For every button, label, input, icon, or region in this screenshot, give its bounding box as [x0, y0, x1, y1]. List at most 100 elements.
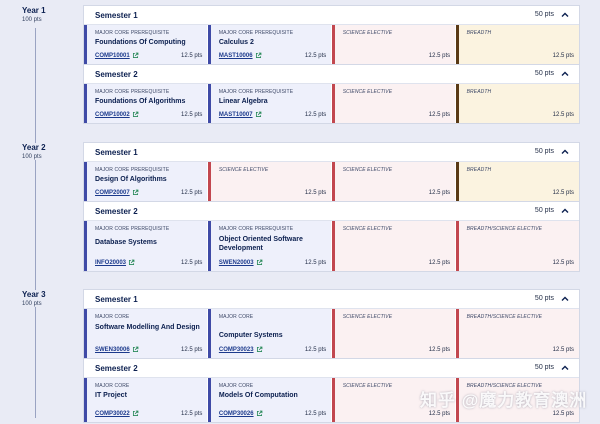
external-link-icon[interactable]: [132, 111, 139, 118]
subject-category: BREADTH: [466, 89, 492, 95]
subject-name: Models Of Computation: [218, 392, 298, 399]
subject-row: MAJOR CORE PREREQUISITE Foundations Of Co…: [84, 25, 579, 64]
subject-name: IT Project: [95, 392, 127, 399]
chevron-up-icon[interactable]: [560, 206, 570, 216]
subject-code[interactable]: COMP30022: [95, 411, 130, 417]
chevron-up-icon[interactable]: [560, 363, 570, 373]
external-link-icon[interactable]: [255, 52, 262, 59]
subject-points: 12.5 pts: [181, 411, 203, 417]
year-title: Year 3: [22, 290, 46, 299]
subject-code-link[interactable]: COMP10002: [95, 111, 139, 118]
subject-code[interactable]: COMP20007: [95, 190, 130, 196]
subject-card[interactable]: MAJOR CORE IT Project COMP30022 12.5 pts: [84, 378, 208, 422]
subject-card[interactable]: MAJOR CORE Computer Systems COMP30023 12.5 …: [207, 309, 332, 358]
subject-code-link[interactable]: INFO20003: [95, 259, 135, 266]
subject-points: 12.5 pts: [428, 112, 451, 118]
subject-name: Foundations Of Algorithms: [95, 98, 186, 105]
external-link-icon[interactable]: [255, 111, 262, 118]
subject-code-link[interactable]: SWEN30006: [95, 346, 139, 353]
subject-code[interactable]: MAST10007: [218, 112, 253, 118]
year-points: 100 pts: [22, 301, 42, 307]
subject-code-link[interactable]: COMP30023: [219, 346, 263, 353]
subject-code[interactable]: MAST10006: [218, 53, 253, 59]
semester-points: 50 pts: [534, 70, 554, 77]
subject-card[interactable]: MAJOR CORE PREREQUISITE Foundations Of Al…: [84, 84, 208, 123]
subject-card[interactable]: MAJOR CORE PREREQUISITE Design Of Algorit…: [84, 162, 208, 201]
external-link-icon[interactable]: [132, 52, 139, 59]
chevron-up-icon[interactable]: [560, 69, 570, 79]
year-label: Year 2 100 pts: [22, 143, 46, 160]
subject-category: MAJOR CORE PREREQUISITE: [95, 167, 170, 173]
subject-code-link[interactable]: COMP30026: [219, 410, 263, 417]
subject-code[interactable]: COMP10002: [95, 112, 130, 118]
semester-panel: Semester 1 50 pts MAJOR CORE PREREQUISITE D…: [83, 142, 580, 202]
subject-card[interactable]: MAJOR CORE PREREQUISITE Object Oriented S…: [207, 221, 332, 271]
semester-title: Semester 1: [95, 148, 138, 157]
subject-category: MAJOR CORE: [95, 314, 130, 320]
subject-card[interactable]: MAJOR CORE PREREQUISITE Linear Algebra MAS…: [207, 84, 332, 123]
elective-slot: SCIENCE ELECTIVE 12.5 pts: [207, 162, 332, 201]
subject-name: Object Oriented Software Development: [218, 236, 303, 252]
subject-card[interactable]: MAJOR CORE PREREQUISITE Foundations Of Co…: [84, 25, 208, 64]
subject-name: Design Of Algorithms: [95, 176, 167, 183]
subject-code-link[interactable]: COMP30022: [95, 410, 139, 417]
subject-code-link[interactable]: MAST10006: [219, 52, 262, 59]
subject-code[interactable]: SWEN20003: [218, 260, 254, 266]
semester-header[interactable]: Semester 1 50 pts: [84, 6, 579, 25]
subject-card[interactable]: MAJOR CORE PREREQUISITE Calculus 2 MAST100…: [207, 25, 332, 64]
subject-points: 12.5 pts: [428, 260, 451, 266]
subject-category: MAJOR CORE PREREQUISITE: [95, 30, 170, 36]
subject-code[interactable]: COMP30026: [218, 411, 254, 417]
semester-header[interactable]: Semester 2 50 pts: [84, 202, 579, 221]
elective-slot: SCIENCE ELECTIVE 12.5 pts: [331, 221, 456, 271]
subject-name: Linear Algebra: [218, 98, 268, 105]
elective-slot: BREADTH 12.5 pts: [455, 84, 579, 123]
subject-code-link[interactable]: SWEN20003: [219, 259, 263, 266]
subject-card[interactable]: MAJOR CORE PREREQUISITE Database Systems I…: [84, 221, 208, 271]
external-link-icon[interactable]: [132, 346, 139, 353]
semester-header[interactable]: Semester 2 50 pts: [84, 65, 579, 84]
subject-code[interactable]: INFO20003: [95, 260, 127, 266]
semester-points: 50 pts: [534, 295, 554, 302]
subject-points: 12.5 pts: [428, 411, 451, 417]
subject-category: SCIENCE ELECTIVE: [342, 383, 393, 389]
subject-category: MAJOR CORE PREREQUISITE: [95, 226, 170, 232]
semester-panel: Semester 1 50 pts MAJOR CORE Software Model…: [83, 289, 580, 359]
semester-panel: Semester 2 50 pts MAJOR CORE PREREQUISITE D…: [83, 201, 580, 272]
subject-code-link[interactable]: COMP20007: [95, 189, 139, 196]
external-link-icon[interactable]: [128, 259, 135, 266]
semester-header[interactable]: Semester 2 50 pts: [84, 359, 579, 378]
external-link-icon[interactable]: [256, 259, 263, 266]
external-link-icon[interactable]: [256, 346, 263, 353]
subject-card[interactable]: MAJOR CORE Software Modelling And Design S…: [84, 309, 208, 358]
subject-points: 12.5 pts: [552, 53, 574, 59]
semester-points: 50 pts: [534, 207, 554, 214]
external-link-icon[interactable]: [256, 410, 263, 417]
external-link-icon[interactable]: [132, 189, 139, 196]
semester-header[interactable]: Semester 1 50 pts: [84, 290, 579, 309]
subject-code[interactable]: SWEN30006: [95, 347, 130, 353]
subject-code[interactable]: COMP30023: [218, 347, 254, 353]
semester-panel: Semester 2 50 pts MAJOR CORE PREREQUISITE F…: [83, 64, 580, 124]
semester-header[interactable]: Semester 1 50 pts: [84, 143, 579, 162]
subject-category: SCIENCE ELECTIVE: [342, 314, 393, 320]
subject-code[interactable]: COMP10001: [95, 53, 130, 59]
subject-code-link[interactable]: MAST10007: [219, 111, 262, 118]
external-link-icon[interactable]: [132, 410, 139, 417]
subject-card[interactable]: MAJOR CORE Models Of Computation COMP30026…: [207, 378, 332, 422]
subject-row: MAJOR CORE PREREQUISITE Design Of Algorit…: [84, 162, 579, 201]
elective-slot: SCIENCE ELECTIVE 12.5 pts: [331, 162, 456, 201]
subject-points: 12.5 pts: [304, 411, 327, 417]
chevron-up-icon[interactable]: [560, 10, 570, 20]
subject-name: Foundations Of Computing: [95, 39, 186, 46]
chevron-up-icon[interactable]: [560, 147, 570, 157]
subject-code-link[interactable]: COMP10001: [95, 52, 139, 59]
subject-name: Computer Systems: [218, 332, 283, 339]
elective-slot: SCIENCE ELECTIVE 12.5 pts: [331, 378, 456, 422]
subject-row: MAJOR CORE IT Project COMP30022 12.5 pts MAJ…: [84, 378, 579, 422]
elective-slot: BREADTH 12.5 pts: [455, 162, 579, 201]
year-title: Year 2: [22, 143, 46, 152]
chevron-up-icon[interactable]: [560, 294, 570, 304]
subject-category: MAJOR CORE: [218, 383, 254, 389]
semester-points: 50 pts: [534, 364, 554, 371]
